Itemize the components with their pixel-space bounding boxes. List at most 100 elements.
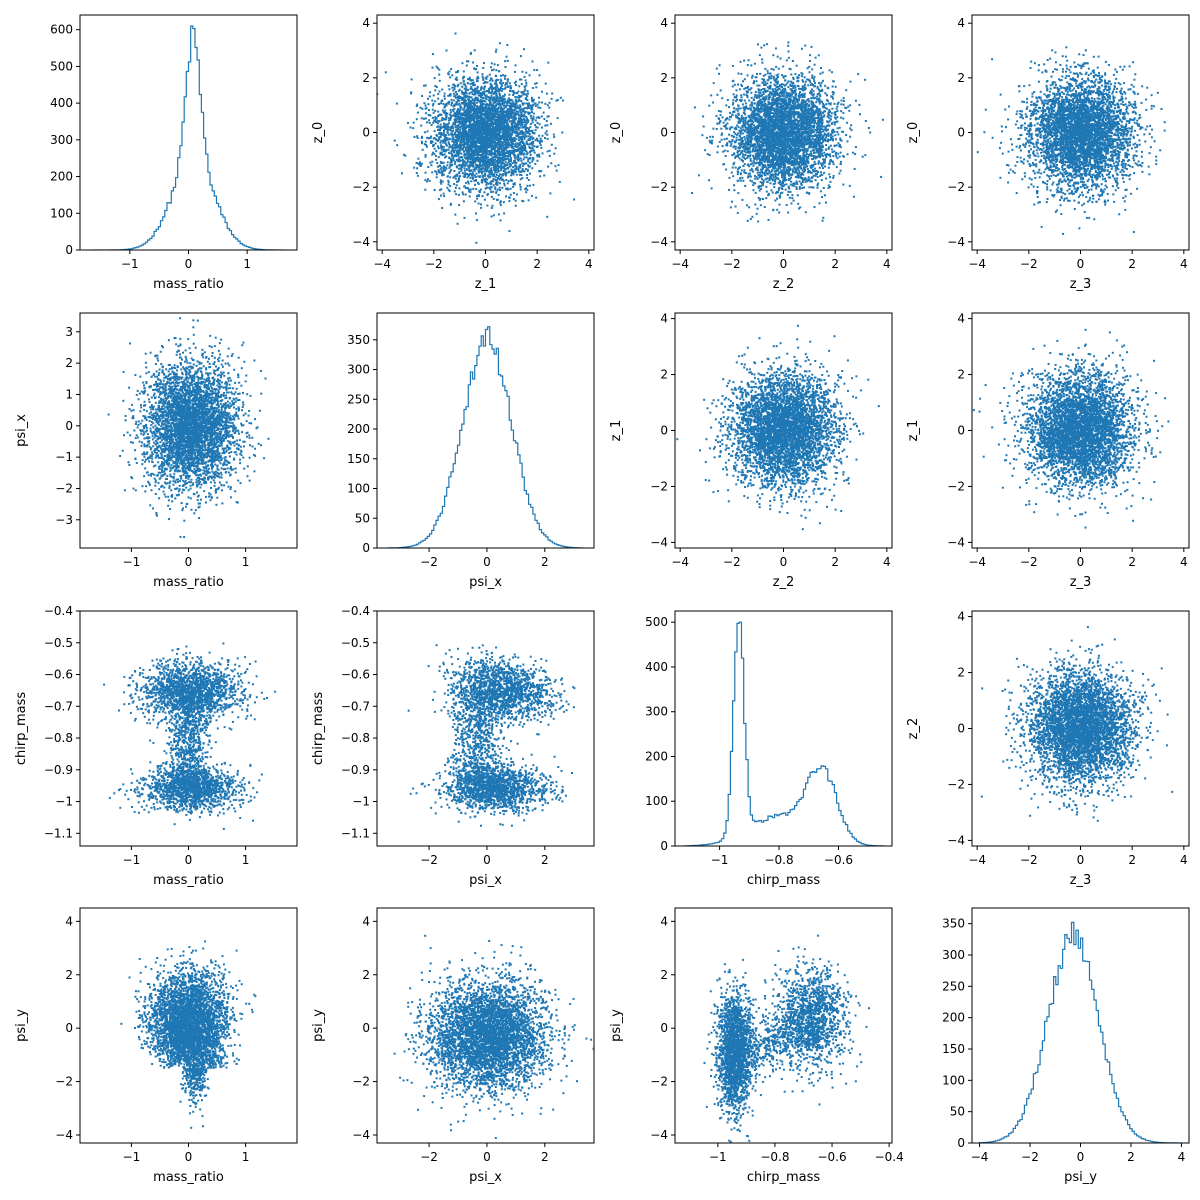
scatter-point: [503, 143, 506, 146]
scatter-point: [501, 160, 504, 163]
scatter-point: [819, 85, 822, 88]
scatter-point: [471, 172, 474, 175]
scatter-point: [469, 122, 472, 125]
scatter-point: [475, 109, 478, 112]
scatter-point: [433, 152, 436, 155]
scatter-point: [469, 176, 472, 179]
scatter-point: [486, 108, 489, 111]
scatter-point: [473, 101, 476, 104]
scatter-point: [534, 124, 537, 126]
scatter-point: [536, 145, 539, 148]
scatter-point: [449, 161, 452, 164]
scatter-point: [473, 179, 476, 182]
scatter-point: [471, 161, 474, 163]
scatter-point: [812, 93, 815, 96]
scatter-point: [460, 166, 463, 169]
scatter-point: [461, 130, 464, 133]
scatter-point: [532, 137, 535, 139]
scatter-point: [481, 118, 484, 121]
scatter-point: [823, 110, 826, 113]
scatter-point: [740, 116, 743, 119]
scatter-point: [456, 166, 458, 169]
scatter-point: [490, 62, 493, 65]
scatter-point: [434, 116, 437, 118]
scatter-point: [484, 113, 487, 116]
scatter-point: [437, 125, 440, 128]
scatter-point: [481, 163, 484, 166]
scatter-point: [513, 92, 516, 95]
scatter-point: [539, 106, 542, 109]
scatter-point: [515, 146, 518, 149]
scatter-point: [546, 215, 549, 218]
scatter-point: [458, 187, 461, 190]
scatter-point: [484, 161, 487, 164]
scatter-point: [460, 152, 463, 155]
scatter-point: [444, 169, 447, 172]
scatter-point: [514, 170, 517, 173]
scatter-point: [449, 176, 452, 179]
scatter-point: [490, 108, 493, 111]
scatter-point: [437, 129, 440, 132]
scatter-point: [524, 145, 526, 147]
scatter-point: [477, 157, 480, 160]
scatter-point: [451, 86, 454, 89]
scatter-point: [432, 121, 435, 124]
scatter-point: [474, 116, 477, 119]
scatter-point: [529, 184, 531, 187]
scatter-point: [416, 174, 419, 177]
scatter-point: [445, 114, 448, 117]
scatter-point: [540, 115, 543, 118]
scatter-point: [507, 127, 510, 130]
scatter-point: [413, 135, 416, 138]
scatter-point: [486, 186, 489, 189]
scatter-point: [494, 129, 496, 132]
scatter-point: [514, 157, 517, 160]
scatter-point: [545, 130, 548, 133]
scatter-point: [443, 92, 446, 95]
scatter-point: [432, 111, 435, 114]
scatter-point: [508, 230, 511, 233]
scatter-point: [440, 151, 443, 154]
scatter-point: [456, 150, 459, 153]
scatter-point: [483, 151, 486, 154]
scatter-point: [463, 109, 466, 112]
scatter-point: [506, 111, 509, 114]
scatter-point: [480, 139, 483, 142]
scatter-point: [447, 188, 450, 191]
scatter-point: [496, 86, 499, 89]
scatter-point: [519, 104, 522, 107]
scatter-point: [456, 126, 459, 129]
scatter-point: [471, 130, 473, 133]
scatter-point: [527, 120, 530, 123]
scatter-point: [433, 77, 436, 80]
scatter-point: [416, 167, 419, 170]
scatter-point: [776, 155, 779, 158]
scatter-point: [502, 132, 505, 135]
scatter-point: [508, 197, 511, 199]
scatter-point: [453, 107, 456, 110]
scatter-point: [443, 126, 446, 129]
scatter-point: [445, 144, 448, 147]
scatter-point: [517, 117, 520, 120]
scatter-point: [444, 142, 447, 144]
scatter-point: [470, 109, 473, 112]
scatter-point: [801, 79, 804, 82]
scatter-point: [463, 167, 466, 170]
scatter-point: [450, 146, 453, 149]
scatter-point: [808, 104, 811, 107]
scatter-point: [475, 140, 478, 143]
scatter-point: [447, 141, 450, 144]
scatter-point: [442, 173, 445, 176]
scatter-point: [438, 131, 441, 134]
scatter-point: [482, 152, 485, 155]
scatter-point: [817, 162, 820, 165]
scatter-point: [544, 137, 546, 139]
scatter-point: [420, 117, 423, 120]
scatter-point: [454, 78, 457, 81]
scatter-point: [507, 98, 510, 101]
scatter-point: [427, 114, 430, 116]
scatter-point: [444, 138, 447, 141]
scatter-point: [506, 188, 509, 191]
scatter-point: [494, 87, 497, 90]
scatter-point: [483, 174, 486, 177]
